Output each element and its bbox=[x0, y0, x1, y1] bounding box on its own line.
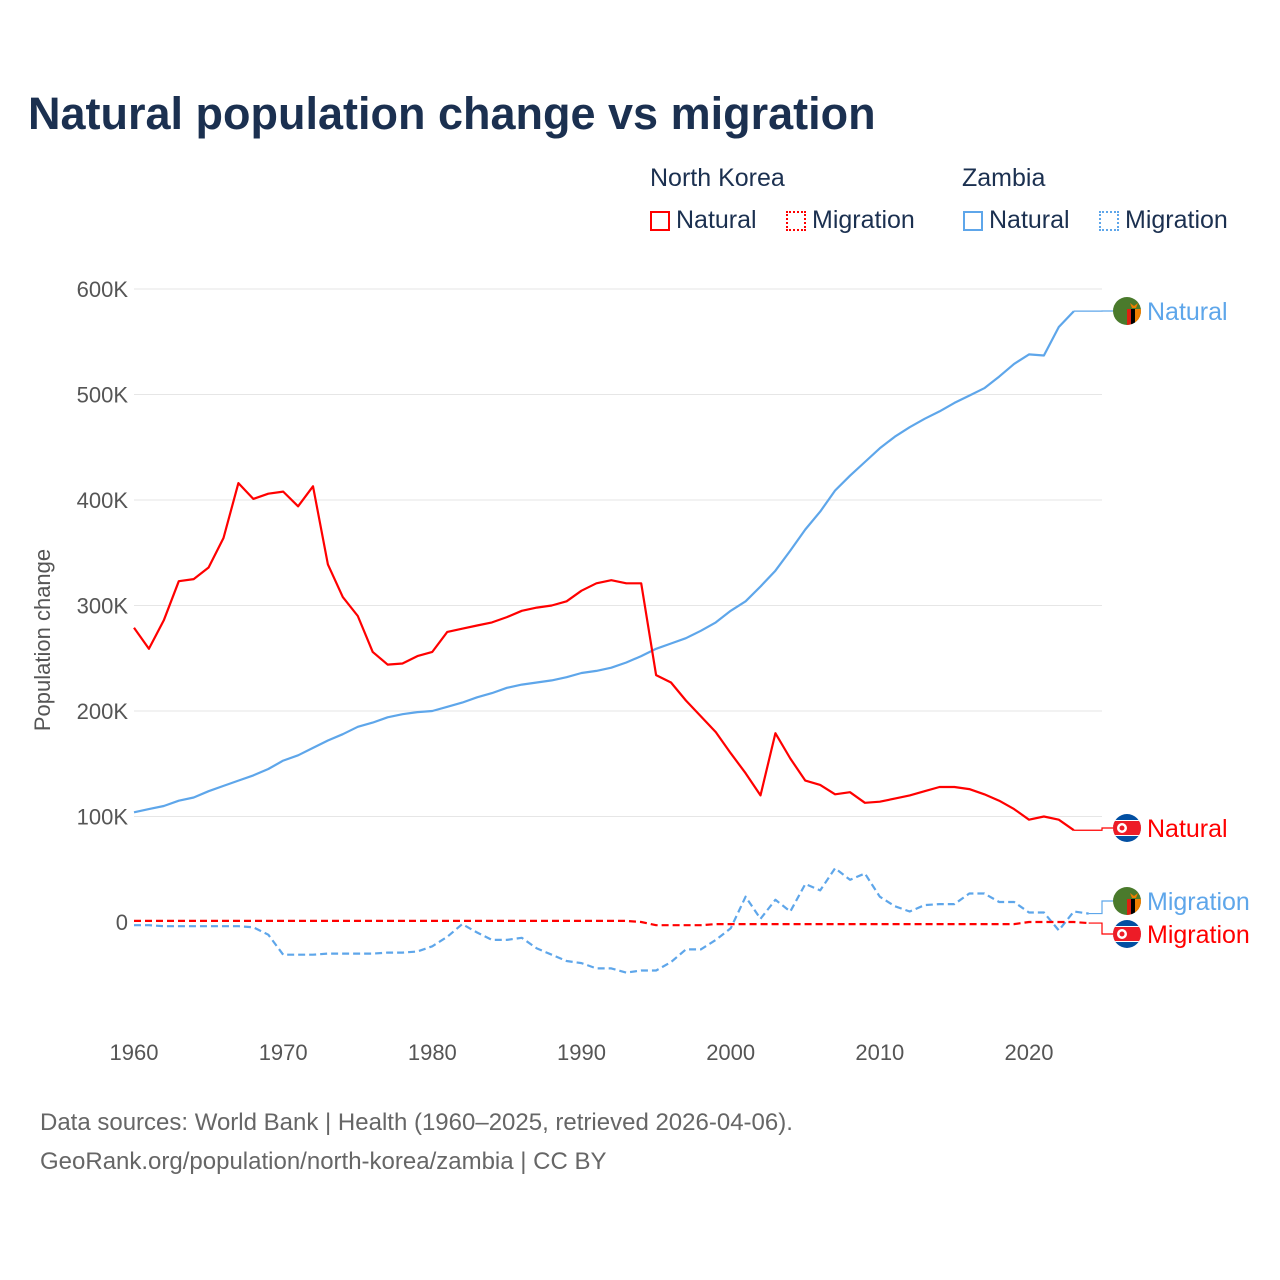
legend-solid-swatch bbox=[963, 210, 983, 231]
north-korea-flag-icon bbox=[1113, 920, 1141, 948]
legend-north-korea-natural[interactable]: Natural bbox=[650, 206, 757, 235]
flag-stripe-red bbox=[1127, 899, 1131, 915]
flag-stripe-black bbox=[1131, 309, 1135, 325]
y-tick-label: 500K bbox=[77, 383, 129, 408]
label-connector bbox=[1073, 827, 1113, 831]
x-tick-label: 1990 bbox=[557, 1040, 606, 1065]
y-axis-label: Population change bbox=[30, 549, 55, 731]
legend-country-north-korea: North Korea bbox=[650, 164, 785, 192]
north-korea-flag-icon bbox=[1113, 814, 1141, 842]
flag-eagle bbox=[1130, 893, 1138, 898]
zambia-flag-icon bbox=[1113, 297, 1141, 325]
y-tick-label: 600K bbox=[77, 277, 129, 302]
flag-stripe-red bbox=[1127, 309, 1131, 325]
end-label-zambia-migration: Migration bbox=[1147, 888, 1250, 916]
footer-attribution[interactable]: GeoRank.org/population/north-korea/zambi… bbox=[40, 1148, 607, 1175]
legend-zambia-natural[interactable]: Natural bbox=[963, 206, 1070, 235]
flag-eagle bbox=[1130, 303, 1138, 308]
end-label-north-korea-migration: Migration bbox=[1147, 921, 1250, 949]
series-line-zambia-migration bbox=[134, 867, 1089, 974]
legend-dotted-swatch bbox=[1099, 210, 1119, 231]
legend-solid-swatch bbox=[650, 210, 670, 231]
footer-sources: Data sources: World Bank | Health (1960–… bbox=[40, 1109, 793, 1136]
y-tick-label: 0 bbox=[116, 910, 128, 935]
end-label-zambia-natural: Natural bbox=[1147, 298, 1228, 326]
chart-title: Natural population change vs migration bbox=[28, 88, 876, 139]
x-tick-label: 1980 bbox=[408, 1040, 457, 1065]
y-tick-label: 300K bbox=[77, 594, 129, 619]
series-line-zambia-natural bbox=[133, 310, 1075, 814]
flag-stripe-orange bbox=[1135, 309, 1141, 325]
y-tick-label: 400K bbox=[77, 488, 129, 513]
y-tick-label: 200K bbox=[77, 699, 129, 724]
legend-north-korea-migration[interactable]: Migration bbox=[786, 206, 915, 235]
end-label-north-korea-natural: Natural bbox=[1147, 815, 1228, 843]
flag-body bbox=[1113, 887, 1141, 915]
y-tick-label: 100K bbox=[77, 805, 129, 830]
x-tick-label: 2010 bbox=[855, 1040, 904, 1065]
legend-label: Natural bbox=[676, 206, 757, 234]
x-tick-label: 2020 bbox=[1005, 1040, 1054, 1065]
flag-body bbox=[1113, 814, 1141, 842]
legend-label: Migration bbox=[812, 206, 915, 234]
legend-country-zambia: Zambia bbox=[962, 164, 1046, 192]
series-line-north-korea-natural bbox=[133, 482, 1075, 832]
label-connector bbox=[1088, 900, 1113, 915]
legend-dotted-swatch bbox=[786, 210, 806, 231]
series-line-north-korea-migration bbox=[134, 919, 1089, 927]
label-connector bbox=[1088, 922, 1113, 935]
zambia-flag-icon bbox=[1113, 887, 1141, 915]
flag-stripe-black bbox=[1131, 899, 1135, 915]
flag-stripe-orange bbox=[1135, 899, 1141, 915]
x-tick-label: 2000 bbox=[706, 1040, 755, 1065]
flag-star bbox=[1119, 931, 1125, 937]
flag-star bbox=[1119, 825, 1125, 831]
legend-label: Natural bbox=[989, 206, 1070, 234]
x-tick-label: 1960 bbox=[110, 1040, 159, 1065]
x-tick-label: 1970 bbox=[259, 1040, 308, 1065]
flag-body bbox=[1113, 920, 1141, 948]
legend-label: Migration bbox=[1125, 206, 1228, 234]
legend-zambia-migration[interactable]: Migration bbox=[1099, 206, 1228, 235]
flag-body bbox=[1113, 297, 1141, 325]
